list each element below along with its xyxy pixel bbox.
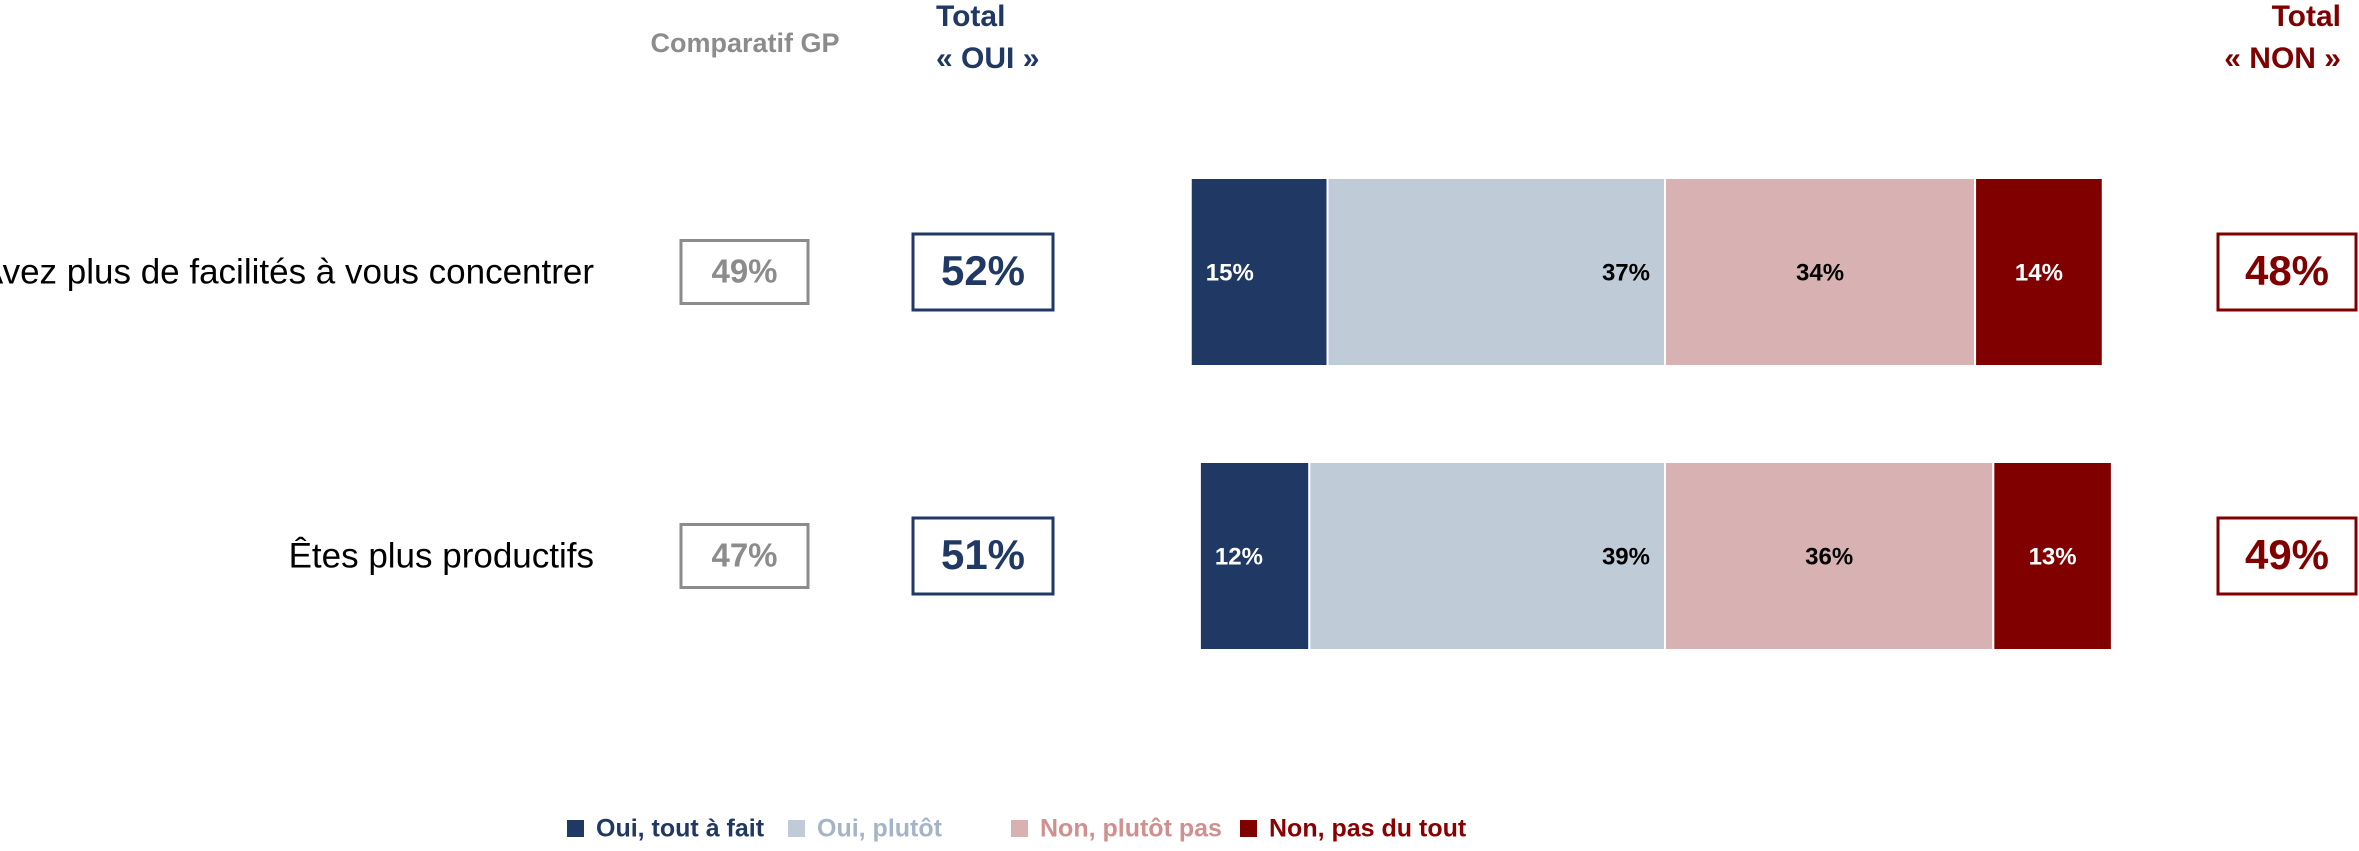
bar-value-label: 14% — [2015, 259, 2063, 286]
total-non-title: « NON » — [2224, 42, 2341, 75]
total-oui-box — [911, 232, 1055, 312]
total-non-value: 49% — [2245, 531, 2329, 578]
category-label: Êtes plus productifs — [289, 536, 594, 575]
legend-label: Oui, plutôt — [817, 815, 943, 843]
legend-swatch — [788, 820, 805, 837]
legend-label: Non, pas du tout — [1269, 815, 1467, 843]
legend-swatch — [1240, 820, 1257, 837]
total-oui-title: Total — [936, 0, 1005, 33]
bar-value-label: 12% — [1215, 543, 1263, 570]
bar-value-label: 34% — [1796, 259, 1844, 286]
total-oui-value: 51% — [941, 531, 1025, 578]
legend-swatch — [1011, 820, 1028, 837]
bar-value-label: 39% — [1602, 543, 1650, 570]
bar-segment — [1326, 177, 1667, 367]
comparatif-value: 49% — [711, 253, 777, 290]
bar-segment — [1992, 461, 2113, 651]
bar-segment — [1308, 461, 1666, 651]
bar-segment — [1189, 177, 1329, 367]
bar-segment — [1664, 177, 1977, 367]
comparatif-box — [679, 239, 810, 305]
total-oui-box — [911, 516, 1055, 596]
bar-value-label: 15% — [1206, 259, 1254, 286]
bar-segment — [1664, 461, 1995, 651]
total-non-box — [2216, 516, 2358, 596]
bar-value-label: 37% — [1602, 259, 1650, 286]
total-non-title: Total — [2272, 0, 2341, 33]
comparatif-title: Comparatif GP — [650, 28, 839, 58]
total-oui-title: « OUI » — [936, 42, 1039, 75]
total-oui-value: 52% — [941, 247, 1025, 294]
comparatif-value: 47% — [711, 537, 777, 574]
legend-swatch — [567, 820, 584, 837]
category-label: Avez plus de facilités à vous concentrer — [0, 252, 594, 291]
comparatif-box — [679, 523, 810, 589]
total-non-box — [2216, 232, 2358, 312]
bar-value-label: 13% — [2029, 543, 2077, 570]
legend-label: Oui, tout à fait — [596, 815, 765, 843]
bar-value-label: 36% — [1805, 543, 1853, 570]
bar-segment — [1974, 177, 2104, 367]
legend-label: Non, plutôt pas — [1040, 815, 1222, 843]
total-non-value: 48% — [2245, 247, 2329, 294]
